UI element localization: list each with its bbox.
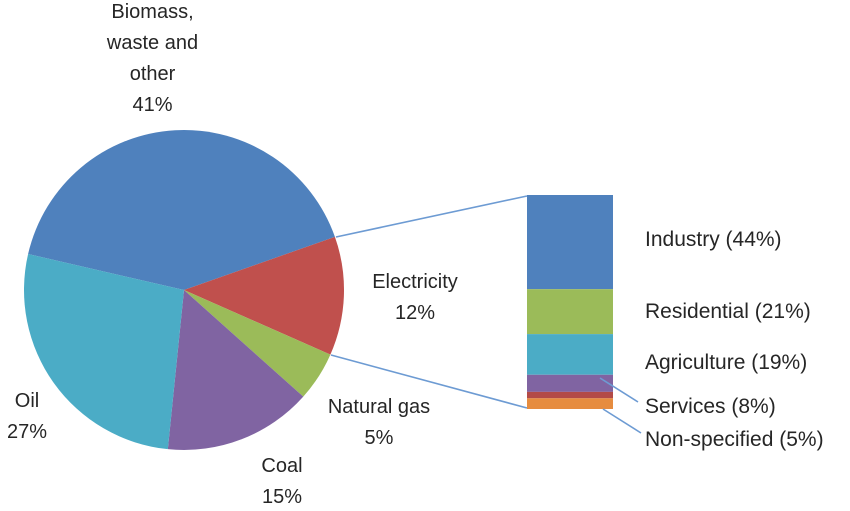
- bar-label-industry: Industry (44%): [645, 228, 782, 251]
- connector-line-2: [330, 354, 528, 409]
- connector-line-3: [599, 377, 639, 403]
- bar-segment-services: [527, 374, 613, 392]
- bar-segment-non-specified: [527, 398, 613, 409]
- bar-label-agriculture: Agriculture (19%): [645, 351, 808, 374]
- pie-label-biomass-waste-other: Biomass, waste and other 41%: [106, 1, 199, 116]
- pie-label-coal: Coal 15%: [261, 455, 303, 508]
- connector-line-1: [335, 195, 528, 238]
- pie-label-electricity: Electricity 12%: [372, 271, 458, 324]
- pie-label-oil: Oil 27%: [6, 390, 48, 443]
- bar-label-services: Services (8%): [645, 395, 776, 418]
- pie-slice-oil: [23, 254, 184, 450]
- pie-slice-biomass-waste-and-other: [28, 129, 335, 290]
- bar-label-non-specified: Non-specified (5%): [645, 428, 824, 451]
- pie-slice-natural-gas: [184, 290, 331, 397]
- connector-line-4: [602, 408, 642, 434]
- pie-slice-coal: [167, 290, 304, 450]
- bar-segment-residential: [527, 289, 613, 335]
- pie-label-natural-gas: Natural gas 5%: [327, 396, 431, 449]
- bar-segment-unlabeled: [527, 391, 613, 399]
- bar-label-residential: Residential (21%): [645, 300, 811, 323]
- bar-segment-industry: [527, 195, 613, 290]
- pie-slice-electricity: [184, 236, 345, 355]
- bar-segment-agriculture: [527, 334, 613, 375]
